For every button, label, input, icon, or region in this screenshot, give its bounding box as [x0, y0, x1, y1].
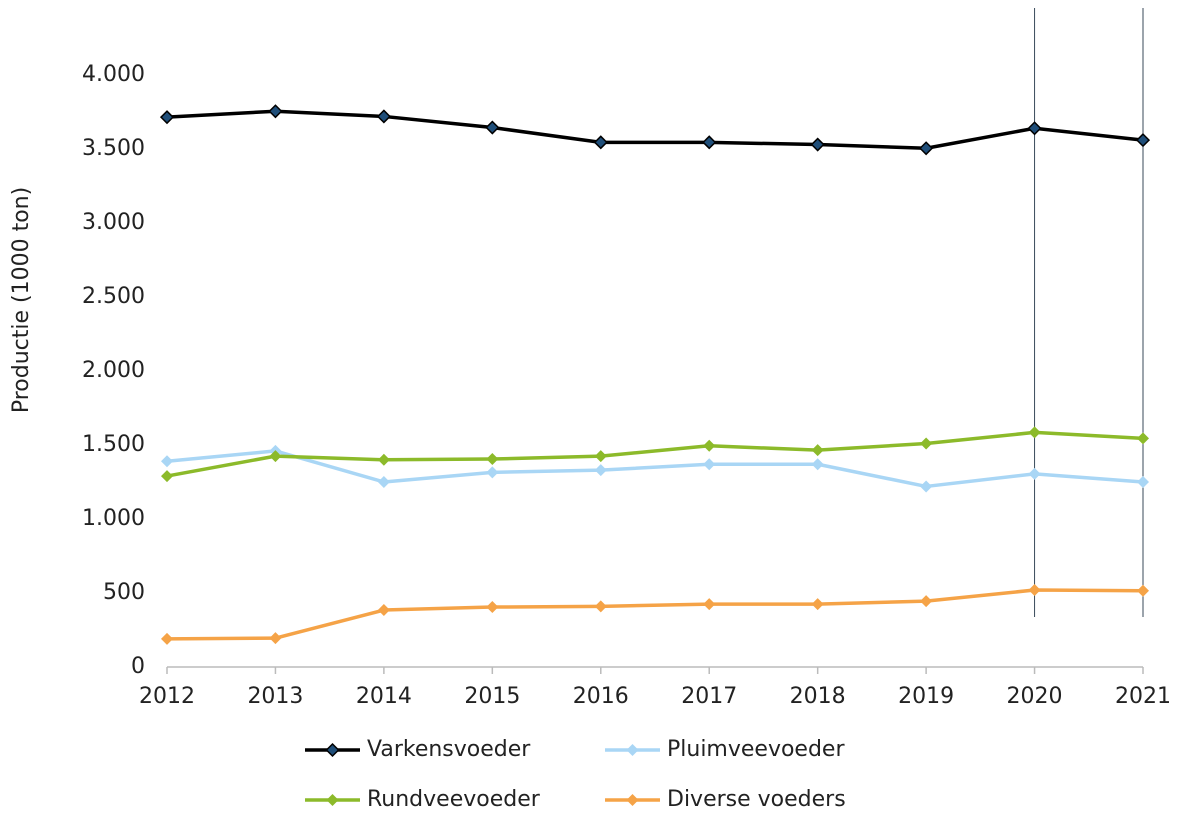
legend-marker — [326, 794, 339, 806]
point — [920, 480, 933, 493]
point — [920, 437, 933, 450]
point — [377, 453, 390, 466]
y-tick-label: 4.000 — [82, 62, 145, 87]
point — [377, 476, 390, 488]
point — [594, 450, 607, 463]
legend-marker — [626, 744, 639, 756]
series-line — [166, 430, 1144, 478]
point — [1028, 584, 1041, 597]
point — [159, 110, 175, 125]
point — [1028, 467, 1041, 480]
point — [703, 458, 716, 471]
x-tick-label: 2016 — [573, 684, 629, 709]
legend-label: Varkensvoeder — [367, 737, 531, 762]
point — [1135, 133, 1151, 148]
x-tick-label: 2021 — [1115, 684, 1171, 709]
point — [485, 120, 500, 135]
legend-label: Rundveevoeder — [367, 787, 541, 812]
x-tick-label: 2014 — [356, 684, 412, 709]
point — [920, 595, 933, 608]
point — [810, 137, 825, 152]
x-tick-label: 2015 — [464, 684, 520, 709]
legend-label: Diverse voeders — [667, 787, 846, 812]
point — [161, 470, 173, 483]
point — [1137, 476, 1149, 488]
y-tick-label: 0 — [131, 654, 145, 679]
point — [702, 135, 717, 150]
point — [268, 104, 283, 119]
x-tick-label: 2019 — [898, 684, 954, 709]
point — [376, 109, 391, 124]
legend-marker — [325, 742, 340, 758]
point — [703, 439, 716, 452]
y-axis-label: Productie (1000 ton) — [9, 187, 34, 413]
y-tick-label: 3.000 — [82, 210, 145, 235]
x-tick-label: 2012 — [139, 684, 195, 709]
point — [486, 453, 499, 466]
x-tick-label: 2018 — [790, 684, 846, 709]
point — [811, 444, 824, 457]
legend-marker — [626, 794, 639, 806]
point — [486, 466, 499, 479]
point — [593, 135, 608, 150]
point — [811, 598, 824, 611]
point — [377, 604, 390, 617]
y-tick-label: 3.500 — [82, 136, 145, 161]
point — [486, 601, 499, 614]
series-line — [166, 588, 1144, 641]
point — [1137, 432, 1149, 445]
x-tick-label: 2020 — [1007, 684, 1063, 709]
series-line — [166, 109, 1144, 151]
y-tick-label: 1.500 — [82, 432, 145, 457]
point — [161, 632, 173, 645]
y-tick-label: 1.000 — [82, 506, 145, 531]
point — [1027, 121, 1042, 136]
point — [269, 632, 282, 645]
point — [1028, 426, 1041, 439]
series-line — [166, 449, 1144, 489]
x-tick-label: 2013 — [247, 684, 303, 709]
point — [161, 455, 173, 468]
point — [919, 141, 934, 156]
point — [269, 450, 282, 463]
x-tick-label: 2017 — [681, 684, 737, 709]
point — [703, 598, 716, 611]
point — [594, 600, 607, 613]
legend-label: Pluimveevoeder — [667, 737, 845, 762]
point — [594, 464, 607, 477]
y-tick-label: 2.500 — [82, 284, 145, 309]
y-tick-label: 500 — [103, 580, 145, 605]
point — [1137, 584, 1149, 597]
y-tick-label: 2.000 — [82, 358, 145, 383]
point — [811, 458, 824, 471]
